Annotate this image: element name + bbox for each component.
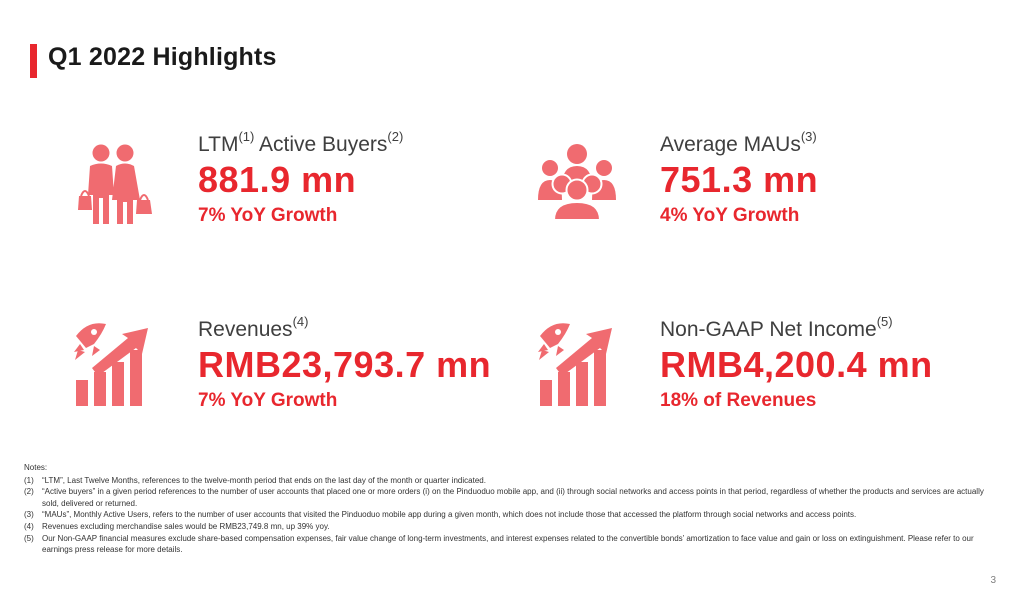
metric-value: 881.9 mn <box>198 159 357 200</box>
metric-label: LTM(1) Active Buyers(2) <box>198 129 404 157</box>
footnote-text: Our Non-GAAP financial measures exclude … <box>42 533 974 555</box>
users-group-icon <box>538 144 616 221</box>
title-accent-bar <box>30 44 37 78</box>
rocket-growth-chart-icon <box>538 323 612 406</box>
metric-label-text: LTM <box>198 133 239 156</box>
footnote: (5) Our Non-GAAP financial measures exclu… <box>24 533 999 556</box>
metric-value: RMB4,200.4 mn <box>660 344 933 385</box>
metric-revenues: Revenues(4) RMB23,793.7 mn 7% YoY Growth <box>198 314 492 412</box>
footnote-number: (1) <box>24 475 34 485</box>
footnote-text: “Active buyers” in a given period refere… <box>42 487 984 508</box>
rocket-growth-chart-icon <box>74 323 148 406</box>
metric-growth: 7% YoY Growth <box>198 390 338 411</box>
notes-heading: Notes: <box>24 463 48 472</box>
metric-label: Revenues(4) <box>198 314 491 342</box>
footnote-number: (5) <box>24 533 34 543</box>
metric-non-gaap-net-income: Non-GAAP Net Income(5) RMB4,200.4 mn 18%… <box>660 314 933 412</box>
footnote-ref: (3) <box>800 129 817 144</box>
shoppers-icon <box>78 144 152 224</box>
footnote-ref: (5) <box>876 314 893 329</box>
footnote: (2) “Active buyers” in a given period ref… <box>24 486 999 509</box>
page-number: 3 <box>990 575 996 586</box>
metric-label-text: Revenues <box>198 318 293 341</box>
metric-label-text: Active Buyers <box>254 133 388 156</box>
footnote-text: Revenues excluding merchandise sales wou… <box>42 521 330 531</box>
footnote: (1) “LTM”, Last Twelve Months, references… <box>24 475 999 487</box>
metric-label: Non-GAAP Net Income(5) <box>660 314 933 342</box>
metric-active-buyers: LTM(1) Active Buyers(2) 881.9 mn 7% YoY … <box>198 129 404 227</box>
metric-growth: 18% of Revenues <box>660 390 817 411</box>
footnote-ref: (1) <box>238 129 255 144</box>
footnote-text: “LTM”, Last Twelve Months, references to… <box>42 475 486 485</box>
footnote-ref: (2) <box>387 129 404 144</box>
footnote: (3) “MAUs”, Monthly Active Users, refers … <box>24 509 999 521</box>
page-title: Q1 2022 Highlights <box>48 43 277 71</box>
footnote-number: (4) <box>24 521 34 531</box>
footnote: (4) Revenues excluding merchandise sales … <box>24 521 999 533</box>
metric-growth: 4% YoY Growth <box>660 205 800 226</box>
metric-growth: 7% YoY Growth <box>198 205 338 226</box>
metric-average-maus: Average MAUs(3) 751.3 mn 4% YoY Growth <box>660 129 819 227</box>
metric-value: RMB23,793.7 mn <box>198 344 492 385</box>
footnotes: Notes: (1) “LTM”, Last Twelve Months, ref… <box>24 462 999 556</box>
footnote-ref: (4) <box>292 314 309 329</box>
metric-label: Average MAUs(3) <box>660 129 818 157</box>
footnote-number: (3) <box>24 510 34 520</box>
footnote-text: “MAUs”, Monthly Active Users, refers to … <box>42 510 857 520</box>
metric-label-text: Non-GAAP Net Income <box>660 318 877 341</box>
metric-value: 751.3 mn <box>660 159 819 200</box>
footnote-number: (2) <box>24 487 34 497</box>
metric-label-text: Average MAUs <box>660 133 801 156</box>
